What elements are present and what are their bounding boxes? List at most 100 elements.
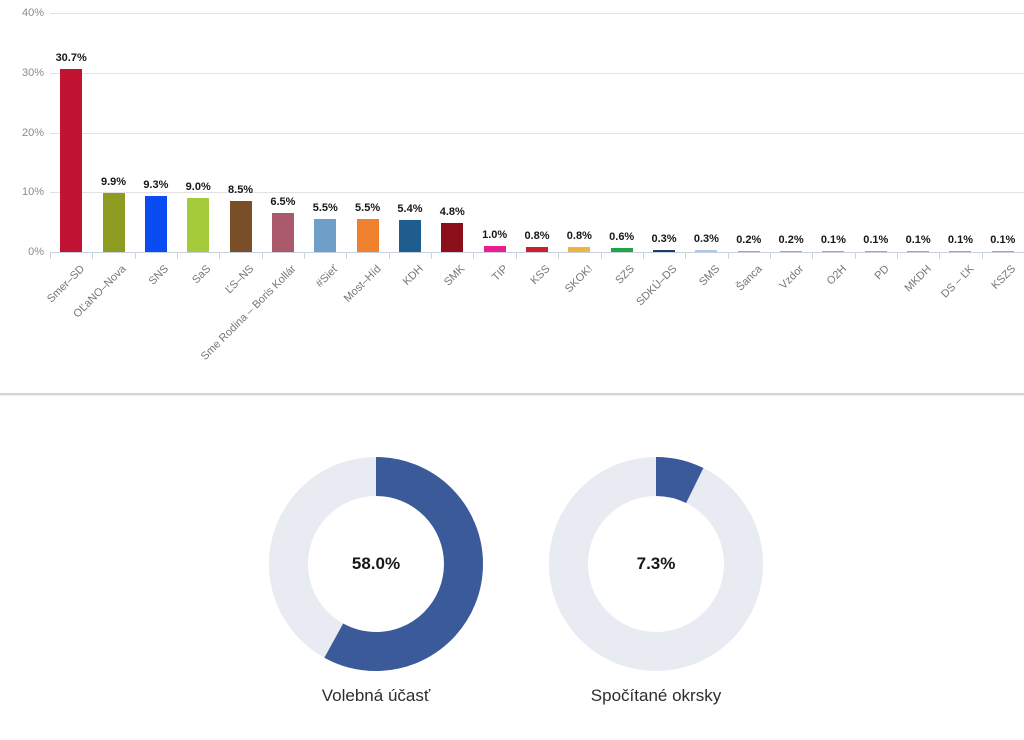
bar-SZS[interactable]: [610, 248, 633, 252]
bar-SDKÚ–DS[interactable]: [653, 250, 676, 252]
bar-DS – ĽK[interactable]: [949, 251, 972, 252]
x-axis-tick: [431, 252, 433, 259]
x-axis-label-SMS: SMS: [696, 263, 722, 289]
counted-districts-percentage: 7.3%: [636, 554, 676, 573]
bar-columns: 30.7% 9.9% 9.3% 9.0% 8.5% 6.5% 5.5% 5.5% 5.4% 4.8…: [50, 13, 1024, 252]
bar-value-label: 0.8%: [566, 230, 592, 243]
bar-Most–Híd[interactable]: [356, 219, 379, 252]
counted-districts-donut-svg: [549, 457, 763, 671]
x-axis-tick: [600, 252, 602, 259]
x-axis-label-TIP: TIP: [489, 263, 511, 284]
bar-column: 0.1%: [939, 13, 981, 252]
bar-value-label: 5.4%: [397, 202, 423, 215]
bar-SKOK![interactable]: [568, 247, 591, 252]
bar-value-label: 0.1%: [947, 234, 973, 247]
bar-column: 9.3%: [135, 13, 177, 252]
x-axis-tick: [346, 252, 348, 259]
x-axis-line: [50, 252, 1024, 253]
bar-value-label: 5.5%: [312, 202, 338, 215]
x-axis-label-SNS: SNS: [146, 263, 172, 288]
counted-districts-donut-arc[interactable]: [549, 457, 763, 671]
bar-Šanca[interactable]: [737, 250, 760, 252]
bar-value-label: 0.6%: [609, 231, 635, 244]
bar-Smer–SD[interactable]: [60, 68, 83, 252]
bar-value-label: 8.5%: [228, 184, 254, 197]
x-axis-label-KDH: KDH: [400, 263, 426, 288]
bar-column: 8.5%: [219, 13, 261, 252]
x-axis-tick: [854, 252, 856, 259]
bar-column: 4.8%: [431, 13, 473, 252]
x-axis-tick: [981, 252, 983, 259]
x-axis-label-Vzdor: Vzdor: [777, 263, 807, 292]
section-divider: [0, 393, 1024, 396]
bar-Vzdor[interactable]: [780, 250, 803, 252]
party-results-bar-chart: 0% 10% 20% 30% 40% 30.7% 9.9% 9.3% 9.0% 8.5% 6.5%…: [21, 7, 1024, 363]
bar-SMS[interactable]: [695, 250, 718, 252]
gridline: [50, 13, 1024, 14]
x-axis-tick: [50, 252, 51, 259]
x-axis-label-KSS: KSS: [528, 263, 553, 288]
bar-#Sieť[interactable]: [314, 219, 337, 252]
bar-SNS[interactable]: [144, 196, 167, 252]
turnout-donut-arc[interactable]: [269, 457, 483, 671]
x-axis-label-PD: PD: [871, 263, 892, 283]
x-axis-label-Šanca: Šanca: [733, 263, 765, 294]
bar-column: 30.7%: [50, 13, 92, 252]
x-axis-tick: [939, 252, 941, 259]
x-axis-label-SKOK!: SKOK!: [562, 263, 595, 296]
bar-value-label: 9.3%: [143, 179, 169, 192]
x-axis-label-O2H: O2H: [824, 263, 849, 288]
bar-OĽaNO–Nova[interactable]: [102, 192, 125, 252]
bar-Sme Rodina – Boris Kollár[interactable]: [271, 213, 294, 252]
bar-column: 0.1%: [812, 13, 854, 252]
bar-value-label: 6.5%: [270, 196, 296, 209]
bar-SaS[interactable]: [187, 198, 210, 252]
counted-districts-donut-chart: 7.3%: [549, 457, 763, 671]
bar-column: 0.3%: [685, 13, 727, 252]
x-axis-tick: [812, 252, 814, 259]
x-axis-tick: [727, 252, 729, 259]
bar-value-label: 0.1%: [905, 234, 931, 247]
y-axis-tick-label: 0%: [28, 246, 44, 258]
bar-TIP[interactable]: [483, 246, 506, 252]
x-axis-tick: [261, 252, 263, 259]
x-axis-label-KSZS: KSZS: [989, 263, 1019, 292]
bar-column: 0.6%: [601, 13, 643, 252]
bar-value-label: 9.0%: [185, 181, 211, 194]
gridline: [50, 192, 1024, 194]
bar-KDH[interactable]: [398, 219, 421, 252]
bar-value-label: 0.3%: [651, 233, 677, 246]
x-axis-tick: [219, 252, 221, 259]
bar-column: 9.9%: [92, 13, 134, 252]
x-axis-label-SaS: SaS: [190, 263, 214, 287]
bar-column: 0.1%: [897, 13, 939, 252]
bar-MKDH[interactable]: [907, 251, 930, 252]
bar-column: 5.5%: [304, 13, 346, 252]
bar-value-label: 30.7%: [55, 51, 87, 64]
bar-SMK[interactable]: [441, 223, 464, 252]
turnout-donut-chart: 58.0%: [269, 457, 483, 671]
x-axis-tick: [515, 252, 517, 259]
y-axis-tick-label: 20%: [21, 126, 44, 139]
bar-PD[interactable]: [864, 251, 887, 252]
x-axis-label-Most–Híd: Most–Híd: [341, 263, 384, 305]
x-axis-tick: [685, 252, 687, 259]
turnout-donut-svg: [269, 457, 483, 671]
bar-value-label: 0.1%: [820, 234, 846, 247]
bar-value-label: 9.9%: [100, 175, 127, 188]
bar-KSZS[interactable]: [991, 251, 1014, 252]
bar-column: 6.5%: [262, 13, 304, 252]
bar-KSS[interactable]: [525, 247, 548, 252]
bar-O2H[interactable]: [822, 251, 845, 252]
x-axis-label-SZS: SZS: [613, 263, 638, 287]
y-axis-tick-label: 10%: [21, 186, 44, 199]
x-axis-label-Smer–SD: Smer–SD: [44, 263, 87, 306]
bar-column: 0.1%: [855, 13, 897, 252]
x-axis-label-ĽS–NS: ĽS–NS: [222, 263, 257, 297]
bar-column: 0.2%: [770, 13, 812, 252]
y-axis-tick-label: 40%: [21, 7, 44, 19]
x-axis-tick: [558, 252, 560, 259]
bar-ĽS–NS[interactable]: [229, 201, 252, 252]
bar-column: 9.0%: [177, 13, 219, 252]
